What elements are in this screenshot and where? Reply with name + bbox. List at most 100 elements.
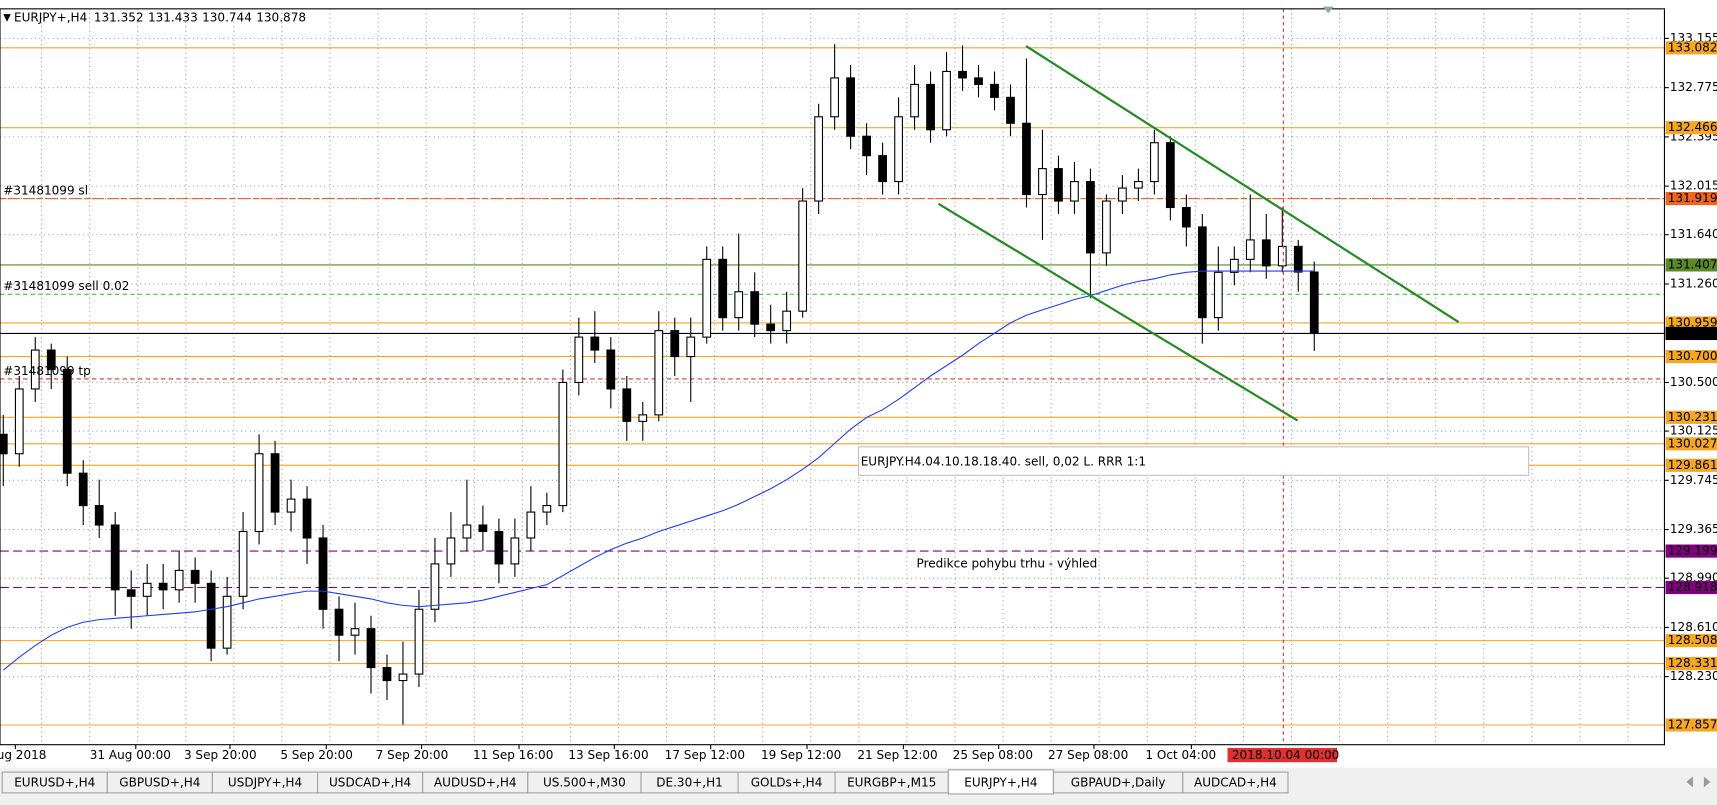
tab-label[interactable]: EURJPY+,H4 <box>964 776 1037 790</box>
tab-label[interactable]: EURUSD+,H4 <box>14 776 95 790</box>
y-tick-label: 131.640 <box>1670 227 1717 241</box>
tab-label[interactable]: GBPUSD+,H4 <box>119 776 200 790</box>
x-tick-label: 31 Aug 00:00 <box>90 748 171 762</box>
candle-body <box>606 349 616 390</box>
candle-body <box>1293 245 1303 273</box>
level-tag <box>1665 41 1717 55</box>
symbol: EURJPY+,H4 <box>14 10 87 24</box>
candle-body <box>398 673 408 682</box>
x-tick-label: 29 Aug 2018 <box>0 748 46 762</box>
candle-body <box>1038 168 1047 196</box>
candle-body <box>1086 181 1095 254</box>
candle-body <box>1149 142 1159 183</box>
tab-scroll-right[interactable] <box>1703 776 1711 788</box>
order-label: #31481099 tp <box>3 364 91 378</box>
candle-body <box>350 628 360 636</box>
level-label: 131.407 <box>1668 257 1717 271</box>
candle-body <box>686 336 696 358</box>
candle-body <box>1165 142 1175 209</box>
candle-body <box>1022 122 1031 196</box>
level-tag <box>1665 656 1717 671</box>
level-tag <box>1665 326 1717 341</box>
tab-scroll-left[interactable] <box>1686 776 1693 788</box>
level-label: 128.918 <box>1668 580 1717 594</box>
candle-body <box>0 433 8 455</box>
x-tick-label: 7 Sep 20:00 <box>376 748 449 762</box>
tab-label[interactable]: USDJPY+,H4 <box>228 776 302 790</box>
level-label: 130.231 <box>1668 410 1717 424</box>
x-tick-label: 17 Sep 12:00 <box>665 748 745 762</box>
tab-label[interactable]: AUDCAD+,H4 <box>1194 776 1277 790</box>
candle-body <box>990 83 999 98</box>
candle-body <box>206 582 216 649</box>
tab-label[interactable]: AUDUSD+,H4 <box>434 776 517 790</box>
chart-frame <box>0 8 1665 746</box>
candle-body <box>974 77 983 85</box>
grid <box>0 8 1665 745</box>
level-label: 130.878 <box>1668 326 1717 340</box>
tab[interactable] <box>947 769 1054 795</box>
candle-body <box>750 291 760 325</box>
candle-body <box>238 530 248 597</box>
tab-label[interactable]: GBPAUD+,Daily <box>1071 776 1166 790</box>
candle-body <box>62 368 72 474</box>
candle-body <box>494 530 504 565</box>
candle-body <box>190 569 200 584</box>
shift-marker <box>1322 6 1334 14</box>
candle-body <box>926 83 935 131</box>
candle-body <box>446 537 456 565</box>
candle-body <box>478 524 488 533</box>
candle-body <box>942 70 951 131</box>
candle-body <box>1261 239 1271 267</box>
candle-body <box>1054 168 1063 202</box>
annotation: EURJPY.H4.04.10.18.18.40. sell, 0,02 L. … <box>861 455 1146 469</box>
candle-body <box>78 472 88 507</box>
candle-body <box>958 70 967 79</box>
candle-body <box>110 524 120 591</box>
candle-body <box>334 608 344 636</box>
channel-upper <box>1025 45 1460 323</box>
candle-body <box>782 310 792 332</box>
level-tag <box>1665 718 1717 732</box>
candle-body <box>526 511 536 539</box>
candle-body <box>30 349 40 390</box>
tab-label[interactable]: DE.30+,H1 <box>656 776 723 790</box>
tab-label[interactable]: USDCAD+,H4 <box>329 776 411 790</box>
y-tick-label: 129.365 <box>1670 522 1717 536</box>
candle-body <box>270 453 280 513</box>
x-tick-label: 25 Sep 08:00 <box>953 748 1033 762</box>
level-label: 129.861 <box>1668 458 1717 472</box>
tabs: EURUSD+,H4 GBPUSD+,H4 USDJPY+,H4 USDCAD+,H4… <box>1 769 1711 795</box>
level-tag <box>1665 544 1717 558</box>
y-tick-label: 132.015 <box>1670 179 1717 193</box>
candle-body <box>1229 258 1239 273</box>
high: 131.433 <box>148 10 198 24</box>
tab-label[interactable]: EURGBP+,M15 <box>847 776 936 790</box>
tab-label[interactable]: US.500+,M30 <box>543 776 626 790</box>
y-tick-label: 130.125 <box>1670 424 1717 438</box>
candle-body <box>702 258 712 338</box>
plot <box>0 44 1665 726</box>
candle-body <box>894 116 903 183</box>
x-tick-label: 27 Sep 08:00 <box>1048 748 1128 762</box>
order-label: #31481099 sl <box>3 183 88 197</box>
candle-body <box>590 336 600 351</box>
candle-body <box>382 667 392 682</box>
level-tag <box>1665 258 1717 272</box>
header: ▼ EURJPY+,H4 131.352 131.433 130.744 130.878 <box>3 10 306 24</box>
x-tick-label: 3 Sep 20:00 <box>184 748 257 762</box>
candle-body <box>542 505 552 513</box>
x-tick-label: 13 Sep 16:00 <box>568 748 648 762</box>
moving-average <box>2 270 1315 671</box>
y-tick-label: 128.230 <box>1670 669 1717 683</box>
candle-body <box>318 537 328 610</box>
candle-body <box>1181 206 1191 228</box>
tab[interactable] <box>1182 771 1289 794</box>
candle-body <box>462 524 472 539</box>
channel-lower <box>937 202 1299 422</box>
candle-body <box>798 200 808 312</box>
candle-body <box>510 537 520 565</box>
low: 130.744 <box>202 10 252 24</box>
tab-label[interactable]: GOLDs+,H4 <box>751 776 823 790</box>
candle-body <box>158 582 168 591</box>
